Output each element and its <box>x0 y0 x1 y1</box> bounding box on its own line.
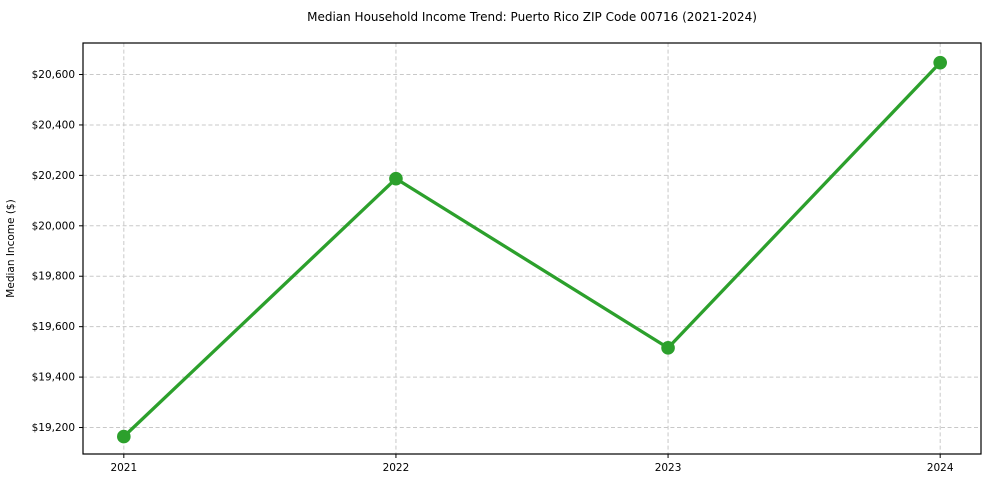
x-tick-label: 2021 <box>110 462 137 474</box>
data-point-marker <box>933 55 947 70</box>
y-tick-label: $20,400 <box>32 119 75 131</box>
data-point-marker <box>389 171 403 186</box>
y-tick-label: $20,000 <box>32 220 75 232</box>
y-tick-label: $19,600 <box>32 321 75 333</box>
x-tick-label: 2024 <box>927 462 954 474</box>
y-tick-label: $20,600 <box>32 69 75 81</box>
y-axis-label: Median Income ($) <box>5 199 17 297</box>
x-tick-label: 2022 <box>383 462 410 474</box>
data-point-marker <box>661 341 675 355</box>
trend-line <box>122 61 942 439</box>
chart-title: Median Household Income Trend: Puerto Ri… <box>307 10 757 24</box>
y-tick-label: $19,800 <box>32 271 75 283</box>
plot-border <box>82 42 982 455</box>
y-tick-label: $19,400 <box>32 372 75 384</box>
x-tick-label: 2023 <box>655 462 682 474</box>
y-tick-label: $19,200 <box>32 422 75 434</box>
y-tick-label: $20,200 <box>32 170 75 182</box>
data-point-marker <box>117 429 131 444</box>
